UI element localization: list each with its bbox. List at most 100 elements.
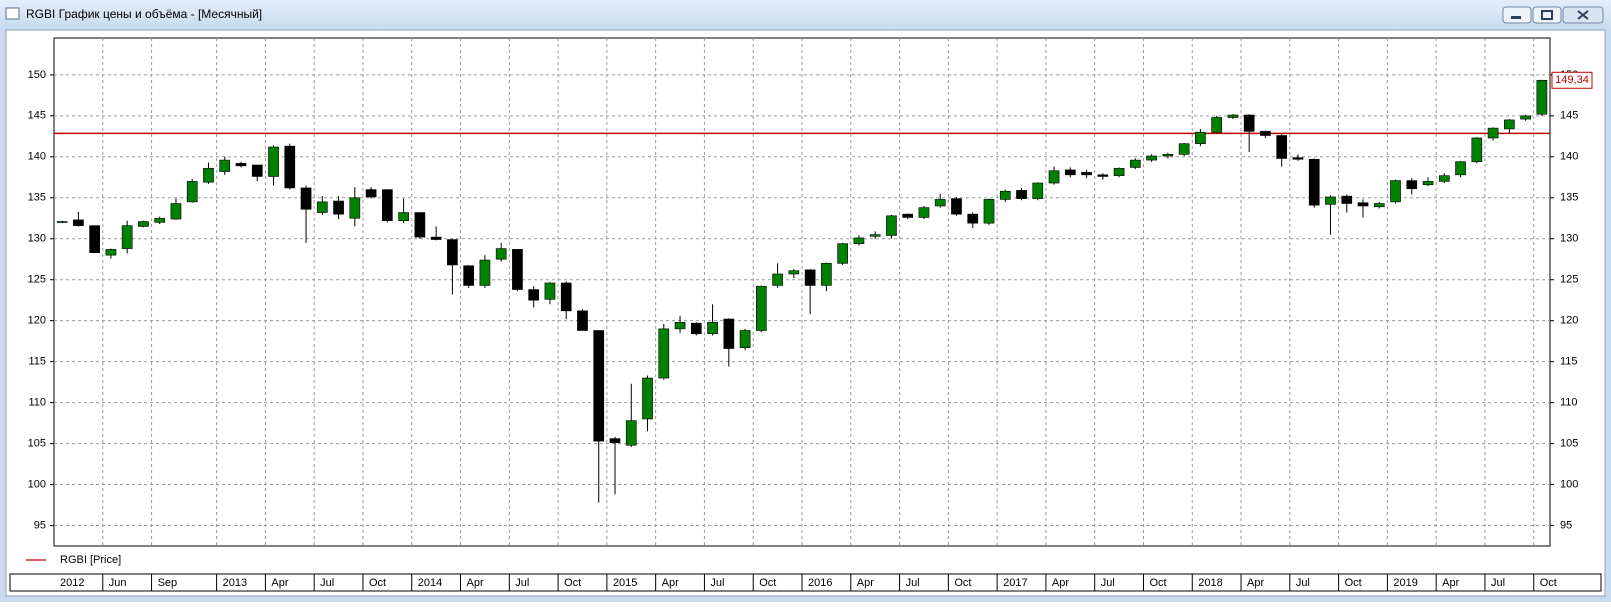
x-tick-label: Apr bbox=[467, 577, 484, 589]
candle-body bbox=[967, 213, 979, 224]
candle-body bbox=[886, 215, 897, 236]
legend-label: RGBI [Price] bbox=[60, 554, 121, 566]
candle-body bbox=[316, 201, 328, 213]
candle-body bbox=[1373, 203, 1385, 208]
candle-body bbox=[690, 322, 702, 335]
x-tick-label: Oct bbox=[369, 577, 386, 589]
x-tick-label: Jul bbox=[906, 577, 920, 589]
candle-body bbox=[1081, 172, 1092, 176]
candle-body bbox=[512, 249, 523, 290]
candle-body bbox=[999, 190, 1011, 200]
y2-tick-label: 105 bbox=[1560, 437, 1578, 449]
y-tick-label: 120 bbox=[28, 315, 46, 327]
y2-tick-label: 130 bbox=[1560, 233, 1578, 245]
candle-body bbox=[56, 221, 68, 223]
x-tick-label: Apr bbox=[1247, 577, 1264, 589]
candle-body bbox=[203, 167, 214, 183]
candle-body bbox=[219, 159, 231, 172]
y2-tick-label: 140 bbox=[1560, 151, 1578, 163]
candle-body bbox=[73, 219, 84, 226]
candle-body bbox=[1097, 174, 1109, 177]
candle-body bbox=[138, 221, 149, 227]
y2-tick-label: 145 bbox=[1560, 110, 1578, 122]
candle-body bbox=[1357, 202, 1369, 207]
x-tick-label: Jul bbox=[515, 577, 529, 589]
candle-body bbox=[268, 146, 279, 177]
candle-body bbox=[479, 259, 491, 286]
candle-body bbox=[170, 203, 182, 220]
title-bar bbox=[0, 0, 1611, 28]
y-tick-label: 145 bbox=[28, 110, 46, 122]
x-tick-label: Oct bbox=[1149, 577, 1166, 589]
candle-body bbox=[121, 225, 133, 249]
y-tick-label: 125 bbox=[28, 274, 46, 286]
x-tick-label: Oct bbox=[759, 577, 776, 589]
x-tick-label: Jun bbox=[109, 577, 127, 589]
candle-body bbox=[495, 248, 507, 260]
candle-body bbox=[1195, 131, 1206, 144]
candle-body bbox=[707, 322, 718, 335]
candle-body bbox=[560, 282, 572, 312]
x-tick-label: Oct bbox=[1345, 577, 1362, 589]
y2-tick-label: 135 bbox=[1560, 192, 1578, 204]
candle-body bbox=[934, 199, 946, 207]
minimize-glyph bbox=[1511, 16, 1521, 19]
candle-body bbox=[674, 322, 686, 330]
candle-body bbox=[284, 145, 296, 189]
candle-body bbox=[1487, 127, 1499, 139]
x-tick-label: Jul bbox=[710, 577, 724, 589]
candle-body bbox=[430, 236, 442, 240]
candle-body bbox=[1276, 135, 1288, 159]
y-tick-label: 110 bbox=[28, 397, 46, 409]
candle-body bbox=[1438, 175, 1450, 182]
candle-body bbox=[593, 330, 605, 442]
x-tick-label: Jul bbox=[1296, 577, 1310, 589]
candle-body bbox=[1227, 114, 1239, 118]
y-tick-label: 95 bbox=[34, 519, 46, 531]
x-tick-label: 2016 bbox=[808, 577, 832, 589]
candle-body bbox=[642, 377, 653, 420]
x-tick-label: Sep bbox=[158, 577, 178, 589]
candle-body bbox=[739, 330, 751, 349]
candle-body bbox=[186, 181, 198, 203]
x-tick-label: Apr bbox=[1442, 577, 1459, 589]
candle-body bbox=[333, 200, 344, 215]
y-tick-label: 105 bbox=[28, 437, 46, 449]
candle-body bbox=[235, 163, 247, 167]
candle-body bbox=[365, 189, 377, 198]
candle-body bbox=[89, 225, 100, 253]
minimize-button[interactable] bbox=[1502, 6, 1532, 24]
candle-body bbox=[788, 270, 800, 275]
x-tick-label: 2017 bbox=[1003, 577, 1027, 589]
restore-button[interactable] bbox=[1532, 6, 1562, 24]
y2-tick-label: 120 bbox=[1560, 315, 1578, 327]
x-tick-label: Apr bbox=[662, 577, 679, 589]
x-tick-label: 2013 bbox=[223, 577, 247, 589]
x-tick-label: 2018 bbox=[1198, 577, 1222, 589]
x-tick-label: Jul bbox=[320, 577, 334, 589]
candle-body bbox=[1032, 182, 1044, 199]
candle-body bbox=[544, 282, 556, 300]
candle-body bbox=[1504, 119, 1515, 130]
candle-body bbox=[804, 269, 816, 286]
candle-body bbox=[1260, 131, 1271, 136]
candle-body bbox=[463, 265, 474, 286]
last-price-label: 149,34 bbox=[1555, 74, 1589, 86]
candle-body bbox=[105, 249, 117, 256]
candle-body bbox=[1422, 181, 1434, 185]
window-buttons[interactable] bbox=[1502, 6, 1604, 24]
candle-body bbox=[1162, 154, 1174, 157]
candle-body bbox=[837, 243, 848, 264]
y2-tick-label: 115 bbox=[1560, 356, 1578, 368]
candle-body bbox=[1455, 161, 1466, 176]
x-tick-label: Jul bbox=[1491, 577, 1505, 589]
restore-glyph bbox=[1541, 10, 1553, 20]
candle-body bbox=[382, 189, 393, 222]
candle-body bbox=[625, 420, 637, 446]
x-tick-label: 2014 bbox=[418, 577, 442, 589]
candle-body bbox=[154, 217, 166, 223]
last-price-box bbox=[1551, 71, 1593, 89]
candle-body bbox=[1292, 157, 1304, 160]
y2-tick-label: 100 bbox=[1560, 478, 1578, 490]
candle-body bbox=[1390, 180, 1401, 203]
